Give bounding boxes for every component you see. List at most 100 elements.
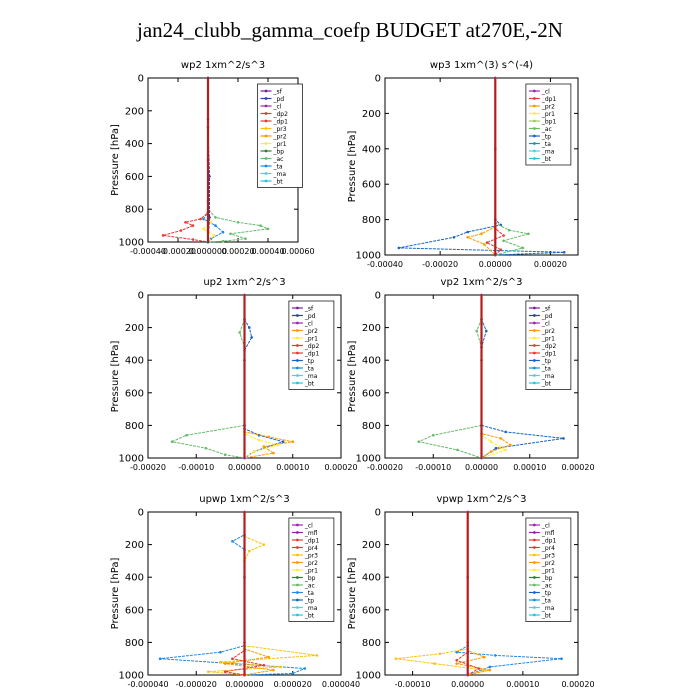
data-point bbox=[267, 435, 270, 439]
legend-marker bbox=[264, 97, 268, 100]
data-point bbox=[212, 234, 216, 237]
data-point bbox=[432, 433, 435, 437]
data-point bbox=[231, 657, 234, 660]
data-point bbox=[417, 440, 421, 444]
legend-entry: _cl bbox=[541, 522, 550, 529]
legend-entry: _sf bbox=[273, 88, 283, 95]
legend-entry: _mfl bbox=[541, 530, 555, 537]
legend-marker bbox=[295, 381, 299, 385]
legend-marker bbox=[532, 359, 536, 362]
data-point bbox=[238, 331, 241, 334]
legend-marker bbox=[532, 314, 536, 317]
data-point bbox=[494, 654, 497, 657]
panel-2: wp3 1xm^(3) s^(-4) Pressure [hPa] 0 200 400 6… bbox=[347, 60, 579, 269]
data-point bbox=[456, 448, 459, 452]
data-point bbox=[221, 239, 225, 243]
legend-entry: _pr1 bbox=[541, 567, 555, 574]
legend-marker bbox=[532, 606, 536, 609]
legend-entry: _sf bbox=[304, 305, 314, 312]
legend-entry: _pr2 bbox=[304, 560, 318, 567]
data-point bbox=[207, 670, 210, 673]
legend-entry: _ma bbox=[541, 373, 555, 380]
y-axis-label: Pressure [hPa] bbox=[110, 341, 121, 413]
legend-entry: _ma bbox=[304, 605, 318, 612]
data-point bbox=[266, 227, 270, 231]
plot-frame bbox=[384, 511, 579, 676]
data-point bbox=[248, 549, 251, 553]
legend-marker bbox=[295, 598, 299, 602]
legend-entry: _pr2 bbox=[273, 133, 287, 140]
legend-marker bbox=[532, 576, 536, 579]
data-point bbox=[161, 234, 165, 237]
legend-entry: _ac bbox=[541, 582, 552, 589]
y-tick-label: 200 bbox=[125, 540, 144, 551]
legend-marker bbox=[295, 336, 299, 340]
series-line-dp1 bbox=[225, 512, 264, 676]
data-point bbox=[394, 657, 398, 660]
y-axis-label: Pressure [hPa] bbox=[347, 341, 358, 413]
legend-marker bbox=[532, 538, 536, 542]
legend-entry: _bt bbox=[541, 156, 552, 163]
x-tick-label: 0.000020 bbox=[274, 680, 312, 689]
x-tick-label: 0.00020 bbox=[221, 247, 254, 256]
data-point bbox=[185, 433, 188, 437]
legend-entry: _ac bbox=[304, 582, 315, 589]
x-tick-label: 0.00000 bbox=[465, 463, 498, 472]
panel-4: vp2 1xm^2/s^3 Pressure [hPa] 0 200 400 600 800… bbox=[347, 277, 595, 472]
legend-marker bbox=[532, 546, 536, 549]
legend-entry: _tp bbox=[304, 597, 314, 604]
y-tick-label: 400 bbox=[362, 573, 381, 584]
y-tick-label: 1000 bbox=[119, 454, 144, 465]
data-point bbox=[489, 440, 493, 444]
legend-entry: _dp2 bbox=[304, 343, 320, 350]
x-tick-label: -0.00020 bbox=[130, 463, 166, 472]
data-point bbox=[279, 665, 283, 669]
legend-entry: _pr1 bbox=[541, 335, 555, 342]
legend-marker bbox=[295, 546, 299, 549]
legend-entry: _cl bbox=[304, 522, 313, 529]
panel-title: wp3 1xm^(3) s^(-4) bbox=[430, 60, 533, 71]
x-tick-label: -0.000040 bbox=[127, 680, 168, 689]
legend-entry: _bp1 bbox=[541, 118, 557, 125]
series-line-pr2 bbox=[481, 295, 512, 459]
legend-marker bbox=[264, 119, 268, 123]
legend-entry: _pr2 bbox=[541, 328, 555, 335]
x-tick-label: 0.00020 bbox=[561, 680, 594, 689]
data-point bbox=[502, 239, 505, 243]
data-point bbox=[248, 326, 251, 329]
y-tick-label: 1000 bbox=[356, 671, 381, 682]
legend-marker bbox=[264, 89, 268, 93]
data-point bbox=[527, 232, 530, 236]
legend-marker bbox=[264, 164, 268, 168]
y-tick-label: 600 bbox=[125, 172, 144, 183]
y-tick-label: 0 bbox=[375, 508, 381, 519]
data-point bbox=[229, 232, 232, 236]
data-point bbox=[480, 232, 483, 236]
x-tick-label: -0.00040 bbox=[367, 260, 403, 269]
legend: _sf_pd_cl_pr2_pr1_dp2_dp1_tp_ta_ma_bt bbox=[525, 300, 572, 390]
legend-marker bbox=[532, 329, 536, 332]
data-point bbox=[466, 230, 470, 234]
legend-entry: _ac bbox=[541, 126, 552, 133]
legend-entry: _pr1 bbox=[304, 567, 318, 574]
y-tick-label: 400 bbox=[362, 356, 381, 367]
y-tick-label: 800 bbox=[362, 638, 381, 649]
panel-5: upwp 1xm^2/s^3 Pressure [hPa] 0 200 400 600 80… bbox=[110, 494, 360, 689]
panel-6: vpwp 1xm^2/s^3 Pressure [hPa] 0 200 400 600 80… bbox=[347, 494, 595, 689]
y-tick-label: 0 bbox=[375, 74, 381, 85]
x-tick-label: 0.00000 bbox=[451, 680, 484, 689]
y-tick-label: 600 bbox=[362, 388, 381, 399]
y-tick-label: 800 bbox=[362, 215, 381, 226]
legend: _cl_dp1_pr2_pr1_bp1_ac_tp_ta_ma_bt bbox=[525, 83, 572, 166]
y-tick-label: 400 bbox=[125, 356, 144, 367]
legend-entry: _cl bbox=[273, 103, 282, 110]
x-tick-label: -0.00010 bbox=[178, 463, 214, 472]
legend-marker bbox=[532, 591, 536, 594]
x-tick-label: 0.00060 bbox=[281, 247, 314, 256]
series-line-dp1 bbox=[162, 78, 209, 243]
legend-marker bbox=[295, 374, 299, 377]
x-tick-label: 0.00000 bbox=[228, 463, 261, 472]
y-tick-label: 0 bbox=[138, 508, 144, 519]
legend-marker bbox=[264, 157, 268, 160]
data-point bbox=[252, 450, 256, 453]
